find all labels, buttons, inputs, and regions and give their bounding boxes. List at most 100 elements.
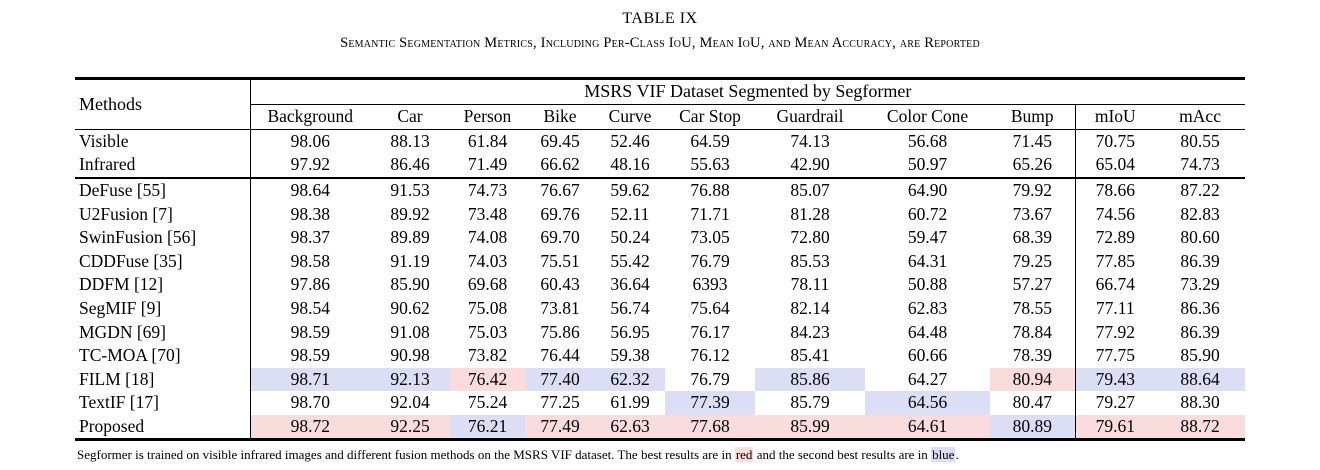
value-cell: 52.46 <box>610 130 650 151</box>
table-row: SwinFusion [56] 98.37 89.89 74.08 69.70 50.24… <box>75 225 1245 250</box>
value-cell: 76.17 <box>690 321 730 342</box>
value-cell: 64.31 <box>907 250 948 271</box>
value-cell: 6393 <box>692 274 728 295</box>
value-cell: 71.71 <box>690 203 730 224</box>
table-row: TC-MOA [70] 98.59 90.98 73.82 76.44 59.38 76.1… <box>75 343 1245 368</box>
value-cell: 92.13 <box>370 367 450 392</box>
method-cell: U2Fusion [7] <box>79 203 173 224</box>
value-cell: 59.62 <box>610 180 650 201</box>
method-cell: TextIF [17] <box>79 392 159 413</box>
value-cell: 69.45 <box>540 130 580 151</box>
value-cell: 73.48 <box>467 203 508 224</box>
column-header-row: Background Car Person Bike Curve Car Stop Guar… <box>75 104 1246 130</box>
value-cell: 76.79 <box>690 368 730 389</box>
value-cell: 75.03 <box>467 321 508 342</box>
table-row: DeFuse [55] 98.64 91.53 74.73 76.67 59.62 76.8… <box>75 177 1245 203</box>
value-cell: 86.39 <box>1180 250 1220 271</box>
value-cell: 64.48 <box>907 321 948 342</box>
value-cell: 75.24 <box>467 392 508 413</box>
col-header-car: Car <box>370 104 450 130</box>
value-cell: 82.83 <box>1180 203 1220 224</box>
value-cell: 75.08 <box>467 298 508 319</box>
value-cell: 72.80 <box>790 227 830 248</box>
value-cell: 56.68 <box>907 130 948 151</box>
value-cell: 77.75 <box>1074 343 1155 368</box>
table-row: Proposed 98.72 92.25 76.21 77.49 62.63 77.68 85… <box>75 414 1246 440</box>
col-header-background: Background <box>249 104 370 130</box>
value-cell: 76.12 <box>690 345 730 366</box>
value-cell: 85.90 <box>390 274 430 295</box>
value-cell: 55.63 <box>665 153 755 179</box>
value-cell: 85.86 <box>755 367 865 392</box>
value-cell: 79.27 <box>1074 391 1155 415</box>
method-cell: Infrared <box>75 153 250 179</box>
value-cell: 71.49 <box>450 153 525 179</box>
value-cell: 76.79 <box>690 250 730 271</box>
value-cell: 88.72 <box>1155 414 1246 440</box>
value-cell: 98.58 <box>249 249 370 274</box>
value-cell: 85.07 <box>790 180 830 201</box>
value-cell: 86.36 <box>1180 298 1220 319</box>
value-cell: 84.23 <box>790 321 830 342</box>
method-cell: MGDN [69] <box>79 321 167 342</box>
method-cell: Proposed <box>79 416 145 437</box>
footnote-text-suffix: . <box>955 447 959 463</box>
table-footnote: Segformer is trained on visible infrared… <box>77 447 1320 463</box>
value-cell: 73.82 <box>467 345 508 366</box>
value-cell: 98.71 <box>249 367 370 392</box>
value-cell: 50.24 <box>610 227 650 248</box>
value-cell: 81.28 <box>790 203 830 224</box>
dataset-span-header: MSRS VIF Dataset Segmented by Segformer <box>249 78 1246 105</box>
col-header-color-cone: Color Cone <box>865 104 990 130</box>
value-cell: 74.13 <box>790 130 830 151</box>
value-cell: 64.27 <box>907 368 948 389</box>
value-cell: 85.53 <box>790 250 830 271</box>
value-cell: 52.11 <box>610 203 650 224</box>
value-cell: 91.53 <box>390 180 430 201</box>
value-cell: 91.08 <box>390 321 430 342</box>
value-cell: 98.38 <box>249 202 370 226</box>
table-row: U2Fusion [7] 98.38 89.92 73.48 69.76 52.11 71.… <box>75 202 1245 226</box>
col-header-bike: Bike <box>525 104 595 130</box>
value-cell: 64.61 <box>865 414 990 440</box>
method-cell: SegMIF [9] <box>79 298 162 319</box>
value-cell: 64.90 <box>907 180 948 201</box>
method-cell: Visible <box>79 130 129 151</box>
value-cell: 77.92 <box>1074 320 1155 344</box>
table-row: Visible 98.06 88.13 61.84 69.45 52.46 64.59 74.… <box>75 129 1245 154</box>
value-cell: 61.84 <box>467 130 508 151</box>
value-cell: 90.98 <box>390 345 430 366</box>
method-cell: SwinFusion [56] <box>79 227 197 248</box>
value-cell: 88.13 <box>390 130 430 151</box>
value-cell: 74.03 <box>467 250 508 271</box>
value-cell: 56.74 <box>610 298 650 319</box>
value-cell: 75.51 <box>540 250 580 271</box>
col-header-guardrail: Guardrail <box>755 104 865 130</box>
value-cell: 60.72 <box>907 203 948 224</box>
value-cell: 64.56 <box>865 391 990 415</box>
value-cell: 78.84 <box>1012 321 1052 342</box>
value-cell: 77.25 <box>540 392 580 413</box>
value-cell: 85.99 <box>755 414 865 440</box>
value-cell: 77.68 <box>665 414 755 440</box>
value-cell: 80.60 <box>1180 227 1220 248</box>
value-cell: 88.64 <box>1155 367 1246 392</box>
value-cell: 61.99 <box>610 392 650 413</box>
value-cell: 79.25 <box>1012 250 1052 271</box>
value-cell: 57.27 <box>1012 274 1052 295</box>
value-cell: 80.94 <box>990 367 1075 392</box>
value-cell: 85.79 <box>790 392 830 413</box>
col-header-bump: Bump <box>990 104 1075 130</box>
value-cell: 86.39 <box>1180 321 1220 342</box>
value-cell: 42.90 <box>755 153 865 179</box>
value-cell: 76.42 <box>450 367 525 392</box>
value-cell: 75.64 <box>690 298 730 319</box>
table-number: TABLE IX <box>622 10 698 27</box>
method-cell: DDFM [12] <box>79 274 164 295</box>
value-cell: 79.43 <box>1074 367 1155 392</box>
footnote-text-prefix: Segformer is trained on visible infrared… <box>77 447 735 463</box>
col-header-person: Person <box>450 104 525 130</box>
value-cell: 36.64 <box>610 274 650 295</box>
value-cell: 64.59 <box>690 130 730 151</box>
value-cell: 90.62 <box>390 298 430 319</box>
